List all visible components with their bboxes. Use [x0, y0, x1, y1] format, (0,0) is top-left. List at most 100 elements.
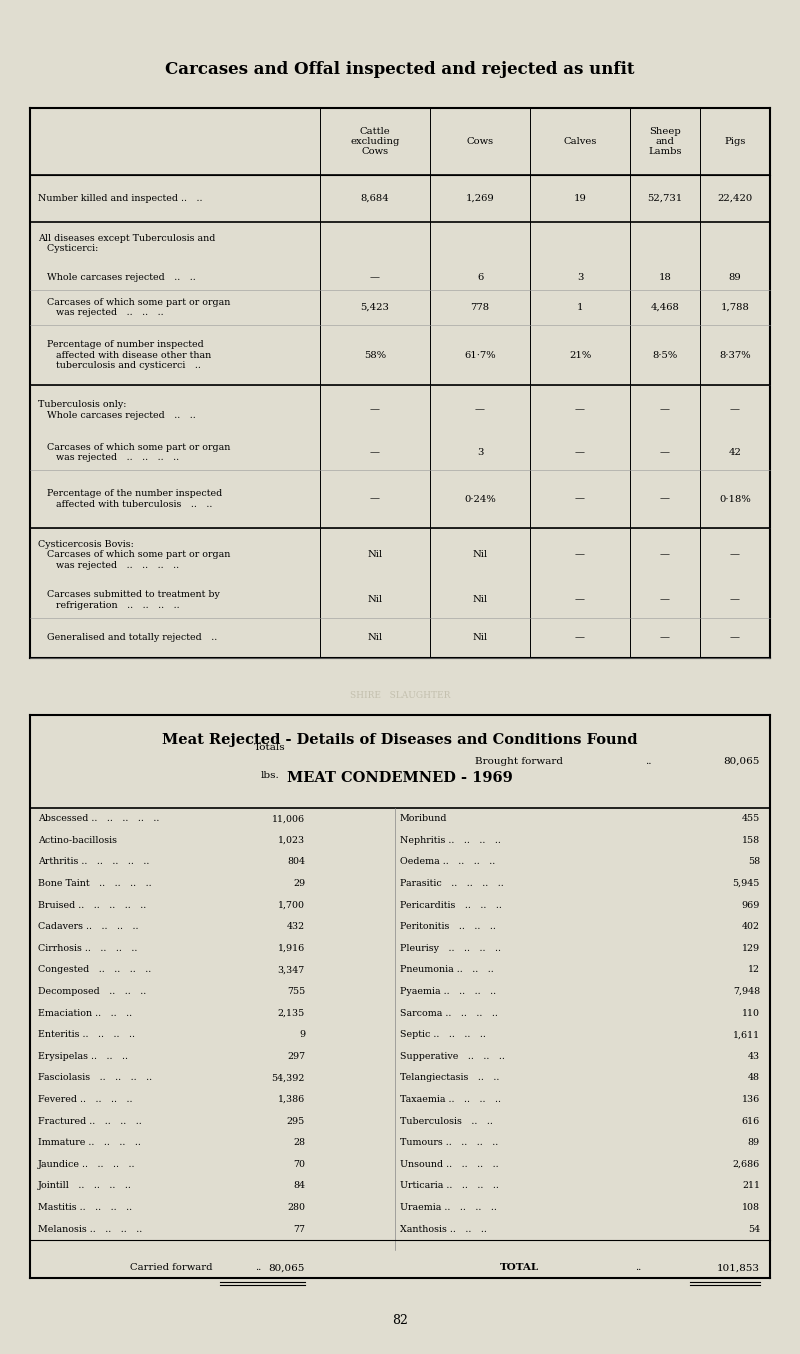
Text: —: — — [370, 448, 380, 458]
Text: 129: 129 — [742, 944, 760, 953]
Text: 80,065: 80,065 — [724, 757, 760, 766]
Text: 29: 29 — [293, 879, 305, 888]
Text: 101,853: 101,853 — [717, 1263, 760, 1273]
Text: 8,684: 8,684 — [361, 194, 390, 203]
Text: 9: 9 — [299, 1030, 305, 1040]
Text: 755: 755 — [286, 987, 305, 997]
Text: Taxaemia .. .. .. ..: Taxaemia .. .. .. .. — [400, 1095, 501, 1104]
Text: 1,788: 1,788 — [721, 303, 750, 311]
Text: —: — — [575, 634, 585, 643]
Text: Generalised and totally rejected ..: Generalised and totally rejected .. — [38, 634, 218, 643]
Text: 3: 3 — [477, 448, 483, 458]
Text: 48: 48 — [748, 1074, 760, 1082]
Text: 82: 82 — [392, 1313, 408, 1327]
Text: —: — — [660, 634, 670, 643]
Text: 108: 108 — [742, 1204, 760, 1212]
Text: Carcases submitted to treatment by
      refrigeration .. .. .. ..: Carcases submitted to treatment by refri… — [38, 590, 220, 609]
Text: 52,731: 52,731 — [647, 194, 682, 203]
Text: Pyaemia .. .. .. ..: Pyaemia .. .. .. .. — [400, 987, 496, 997]
Text: 3,347: 3,347 — [278, 965, 305, 975]
Text: Supperative .. .. ..: Supperative .. .. .. — [400, 1052, 505, 1062]
Text: Uraemia .. .. .. ..: Uraemia .. .. .. .. — [400, 1204, 497, 1212]
Text: Tuberculosis .. ..: Tuberculosis .. .. — [400, 1117, 493, 1125]
Text: Meat Rejected - Details of Diseases and Conditions Found: Meat Rejected - Details of Diseases and … — [162, 733, 638, 747]
Text: 8·37%: 8·37% — [719, 351, 751, 360]
Text: 7,948: 7,948 — [733, 987, 760, 997]
Text: Number killed and inspected .. ..: Number killed and inspected .. .. — [38, 194, 202, 203]
Text: Brought forward: Brought forward — [475, 757, 563, 766]
Text: Congested .. .. .. ..: Congested .. .. .. .. — [38, 965, 151, 975]
Text: Carcases of which some part or organ
      was rejected .. .. .. ..: Carcases of which some part or organ was… — [38, 443, 230, 462]
Text: —: — — [370, 494, 380, 504]
Text: —: — — [660, 494, 670, 504]
Text: —: — — [575, 551, 585, 559]
Text: Septic .. .. .. ..: Septic .. .. .. .. — [400, 1030, 486, 1040]
Text: Moribund: Moribund — [400, 814, 447, 823]
Text: Calves: Calves — [563, 137, 597, 146]
Text: Arthritis .. .. .. .. ..: Arthritis .. .. .. .. .. — [38, 857, 150, 867]
Text: Unsound .. .. .. ..: Unsound .. .. .. .. — [400, 1160, 498, 1169]
Text: Nil: Nil — [367, 596, 382, 604]
Text: 54,392: 54,392 — [272, 1074, 305, 1082]
Text: 70: 70 — [293, 1160, 305, 1169]
Text: —: — — [575, 494, 585, 504]
Text: Abscessed .. .. .. .. ..: Abscessed .. .. .. .. .. — [38, 814, 159, 823]
Text: Urticaria .. .. .. ..: Urticaria .. .. .. .. — [400, 1182, 499, 1190]
Text: Actino-bacillosis: Actino-bacillosis — [38, 835, 117, 845]
Text: Fevered .. .. .. ..: Fevered .. .. .. .. — [38, 1095, 133, 1104]
Text: All diseases except Tuberculosis and
   Cysticerci:: All diseases except Tuberculosis and Cys… — [38, 234, 215, 253]
Text: Oedema .. .. .. ..: Oedema .. .. .. .. — [400, 857, 495, 867]
Text: Carcases of which some part or organ
      was rejected .. .. ..: Carcases of which some part or organ was… — [38, 298, 230, 317]
Text: Jointill .. .. .. ..: Jointill .. .. .. .. — [38, 1182, 132, 1190]
Text: Nil: Nil — [473, 634, 487, 643]
Text: —: — — [730, 634, 740, 643]
Text: Peritonitis .. .. ..: Peritonitis .. .. .. — [400, 922, 496, 932]
Text: —: — — [730, 596, 740, 604]
Text: 77: 77 — [293, 1225, 305, 1233]
Text: Melanosis .. .. .. ..: Melanosis .. .. .. .. — [38, 1225, 142, 1233]
Text: 0·18%: 0·18% — [719, 494, 751, 504]
Text: —: — — [575, 596, 585, 604]
Text: Sheep
and
Lambs: Sheep and Lambs — [648, 127, 682, 157]
Text: Cows: Cows — [466, 137, 494, 146]
Text: Nil: Nil — [367, 634, 382, 643]
Text: 5,945: 5,945 — [733, 879, 760, 888]
Text: SHIRE   SLAUGHTER: SHIRE SLAUGHTER — [350, 691, 450, 700]
Text: 1,269: 1,269 — [466, 194, 494, 203]
Text: 89: 89 — [748, 1139, 760, 1147]
Text: ..: .. — [635, 1263, 642, 1273]
Text: 969: 969 — [742, 900, 760, 910]
Text: 22,420: 22,420 — [718, 194, 753, 203]
Text: Percentage of the number inspected
      affected with tuberculosis .. ..: Percentage of the number inspected affec… — [38, 489, 222, 509]
Text: Pleurisy .. .. .. ..: Pleurisy .. .. .. .. — [400, 944, 501, 953]
Text: —: — — [475, 405, 485, 414]
Text: Tuberculosis only:
   Whole carcases rejected .. ..: Tuberculosis only: Whole carcases reject… — [38, 401, 196, 420]
Text: Sarcoma .. .. .. ..: Sarcoma .. .. .. .. — [400, 1009, 498, 1018]
Text: 54: 54 — [748, 1225, 760, 1233]
Text: Pericarditis .. .. ..: Pericarditis .. .. .. — [400, 900, 502, 910]
Text: 158: 158 — [742, 835, 760, 845]
Text: 211: 211 — [742, 1182, 760, 1190]
Text: Carried forward: Carried forward — [130, 1263, 213, 1273]
Text: 110: 110 — [742, 1009, 760, 1018]
Text: 18: 18 — [658, 274, 671, 282]
Text: —: — — [575, 405, 585, 414]
Text: —: — — [660, 448, 670, 458]
Text: 11,006: 11,006 — [272, 814, 305, 823]
Text: Percentage of number inspected
      affected with disease other than
      tube: Percentage of number inspected affected … — [38, 340, 211, 370]
Text: 0·24%: 0·24% — [464, 494, 496, 504]
Text: Bruised .. .. .. .. ..: Bruised .. .. .. .. .. — [38, 900, 146, 910]
Text: 28: 28 — [293, 1139, 305, 1147]
Text: TOTAL: TOTAL — [500, 1263, 539, 1273]
Text: Pigs: Pigs — [724, 137, 746, 146]
Text: Pneumonia .. .. ..: Pneumonia .. .. .. — [400, 965, 494, 975]
Text: 58%: 58% — [364, 351, 386, 360]
Text: Decomposed .. .. ..: Decomposed .. .. .. — [38, 987, 146, 997]
Text: Whole carcases rejected .. ..: Whole carcases rejected .. .. — [38, 274, 196, 282]
Text: Nil: Nil — [473, 551, 487, 559]
Text: 2,686: 2,686 — [733, 1160, 760, 1169]
Text: —: — — [660, 596, 670, 604]
Text: Cadavers .. .. .. ..: Cadavers .. .. .. .. — [38, 922, 138, 932]
Text: ..: .. — [645, 757, 651, 766]
Text: lbs.: lbs. — [261, 770, 279, 780]
